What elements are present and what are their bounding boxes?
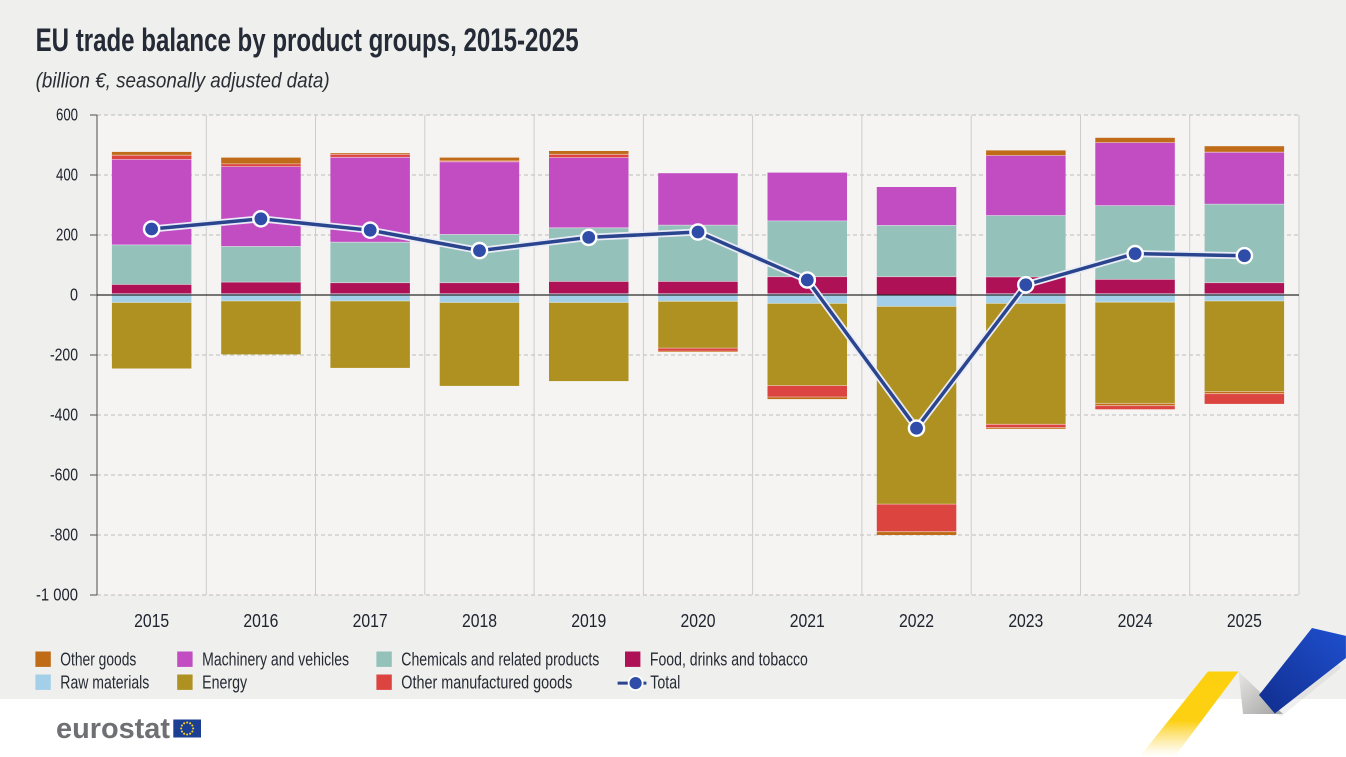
svg-text:400: 400 [56, 165, 78, 185]
svg-text:-800: -800 [50, 525, 78, 545]
svg-text:600: 600 [56, 105, 78, 125]
svg-text:Food, drinks and tobacco: Food, drinks and tobacco [650, 649, 808, 670]
svg-text:Total: Total [650, 672, 680, 693]
svg-text:2018: 2018 [462, 611, 497, 631]
svg-text:2025: 2025 [1227, 611, 1262, 631]
svg-text:2021: 2021 [790, 611, 825, 631]
svg-text:-600: -600 [50, 465, 78, 485]
svg-text:Other goods: Other goods [60, 649, 136, 670]
svg-text:200: 200 [56, 225, 78, 245]
svg-text:Energy: Energy [202, 672, 248, 693]
svg-text:2015: 2015 [134, 611, 169, 631]
svg-text:eurostat: eurostat [56, 713, 170, 745]
svg-text:-1 000: -1 000 [36, 585, 78, 605]
svg-text:(billion €, seasonally adjuste: (billion €, seasonally adjusted data) [36, 70, 330, 93]
svg-text:Raw materials: Raw materials [60, 672, 149, 693]
svg-text:-200: -200 [50, 345, 78, 365]
svg-text:0: 0 [70, 285, 78, 305]
svg-text:2024: 2024 [1118, 611, 1153, 631]
svg-text:2019: 2019 [571, 611, 606, 631]
svg-text:2022: 2022 [899, 611, 934, 631]
svg-text:EU trade balance by product gr: EU trade balance by product groups, 2015… [36, 22, 579, 58]
svg-text:2017: 2017 [353, 611, 388, 631]
svg-text:-400: -400 [50, 405, 78, 425]
svg-text:Chemicals and related products: Chemicals and related products [401, 649, 599, 670]
svg-text:2016: 2016 [243, 611, 278, 631]
svg-text:Machinery and vehicles: Machinery and vehicles [202, 649, 349, 670]
svg-text:2023: 2023 [1008, 611, 1043, 631]
svg-text:Other manufactured goods: Other manufactured goods [401, 672, 572, 693]
svg-text:2020: 2020 [681, 611, 716, 631]
